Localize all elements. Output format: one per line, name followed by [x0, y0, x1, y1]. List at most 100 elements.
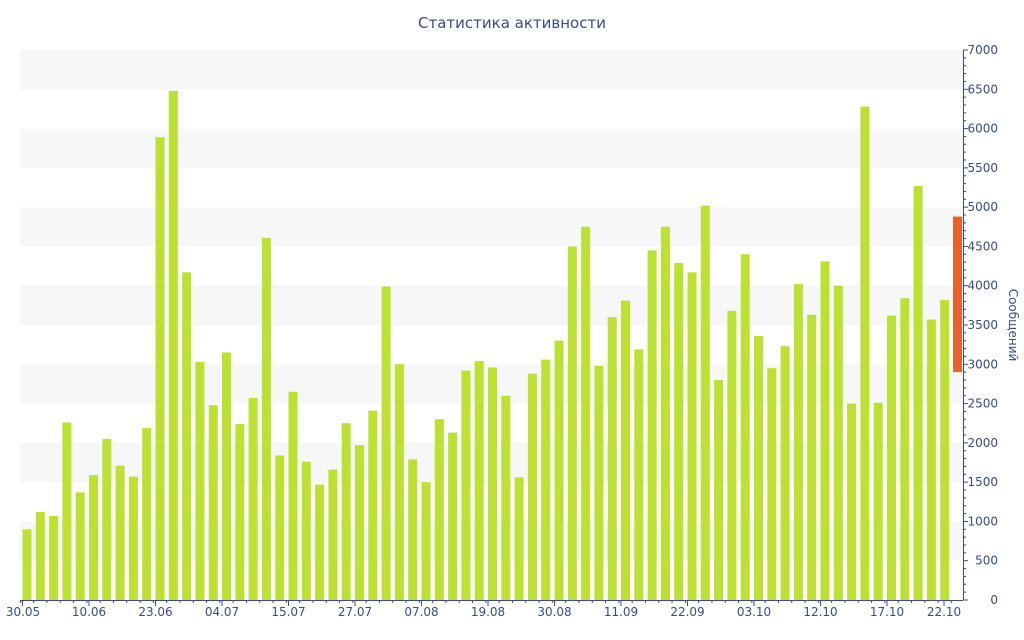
bar[interactable]	[89, 475, 98, 600]
bar[interactable]	[182, 272, 192, 600]
bar[interactable]	[740, 254, 750, 601]
x-tick-label: 23.06	[138, 605, 172, 619]
y-axis-title: Сообщений	[1006, 289, 1020, 362]
x-tick-label: 30.08	[537, 605, 571, 619]
bar[interactable]	[394, 364, 404, 600]
bar[interactable]	[434, 419, 444, 600]
bar[interactable]	[833, 285, 843, 600]
bar[interactable]	[128, 476, 138, 600]
y-tick-label: 2000	[967, 436, 998, 450]
x-tick-label: 19.08	[471, 605, 505, 619]
bar[interactable]	[607, 317, 617, 600]
x-tick-label: 30.05	[6, 605, 40, 619]
bar[interactable]	[235, 424, 245, 600]
bar[interactable]	[754, 336, 763, 600]
bar[interactable]	[275, 455, 285, 600]
bar[interactable]	[514, 477, 524, 600]
bar[interactable]	[75, 492, 85, 600]
bar[interactable]	[660, 226, 670, 601]
y-tick-label: 3500	[967, 318, 998, 332]
bar[interactable]	[820, 261, 830, 600]
bar[interactable]	[355, 445, 364, 600]
bar[interactable]	[900, 298, 910, 600]
bar[interactable]	[847, 403, 857, 600]
bar[interactable]	[261, 237, 271, 601]
bar[interactable]	[168, 90, 178, 601]
bar[interactable]	[288, 391, 298, 600]
x-tick-label: 22.10	[927, 605, 961, 619]
bar[interactable]	[381, 286, 391, 601]
bar[interactable]	[926, 319, 936, 601]
bars	[22, 90, 950, 601]
y-tick-label: 1000	[967, 514, 998, 528]
highlight-range-bar	[953, 216, 962, 373]
bar[interactable]	[22, 529, 32, 600]
bar[interactable]	[155, 137, 165, 600]
x-tick-label: 15.07	[271, 605, 305, 619]
y-tick-label: 2500	[967, 397, 998, 411]
bar[interactable]	[793, 284, 803, 600]
bar[interactable]	[767, 368, 777, 600]
bar[interactable]	[860, 106, 870, 600]
bar[interactable]	[315, 484, 325, 601]
bar[interactable]	[142, 427, 152, 600]
bar[interactable]	[567, 246, 577, 600]
bar[interactable]	[940, 299, 950, 600]
bar[interactable]	[222, 352, 231, 601]
bar[interactable]	[594, 365, 604, 600]
bar[interactable]	[714, 380, 724, 600]
x-tick-label: 04.07	[205, 605, 239, 619]
bar[interactable]	[328, 469, 338, 600]
bar[interactable]	[647, 250, 657, 601]
bar[interactable]	[873, 402, 883, 600]
bar[interactable]	[621, 300, 630, 600]
bar[interactable]	[674, 262, 684, 600]
y-tick-label: 0	[990, 593, 998, 607]
bar[interactable]	[687, 272, 697, 600]
bar[interactable]	[541, 359, 551, 600]
bar[interactable]	[913, 185, 923, 600]
bar[interactable]	[474, 361, 484, 600]
bar[interactable]	[301, 461, 311, 600]
bar[interactable]	[727, 310, 737, 600]
bar[interactable]	[581, 226, 591, 601]
bar[interactable]	[195, 361, 205, 600]
bar[interactable]	[887, 315, 896, 600]
bar[interactable]	[341, 423, 351, 600]
y-tick-label: 5500	[967, 161, 998, 175]
x-tick-label: 10.06	[72, 605, 106, 619]
bar[interactable]	[501, 395, 511, 600]
bar[interactable]	[102, 438, 112, 600]
highlight-layer	[953, 216, 962, 373]
bar[interactable]	[554, 340, 564, 600]
grid-band	[20, 50, 963, 90]
bar[interactable]	[461, 370, 471, 600]
bar[interactable]	[780, 346, 790, 600]
bar[interactable]	[807, 314, 817, 600]
bar[interactable]	[488, 367, 497, 600]
x-tick-label: 07.08	[404, 605, 438, 619]
bar[interactable]	[634, 349, 644, 600]
bar[interactable]	[35, 512, 45, 600]
y-tick-label: 4000	[967, 279, 998, 293]
bar[interactable]	[208, 405, 218, 600]
bar[interactable]	[49, 515, 59, 600]
bar[interactable]	[248, 398, 258, 600]
y-tick-label: 7000	[967, 43, 998, 57]
y-tick-label: 6500	[967, 82, 998, 96]
y-tick-label: 500	[975, 554, 998, 568]
x-tick-label: 12.10	[803, 605, 837, 619]
bar[interactable]	[700, 205, 710, 600]
bar[interactable]	[408, 459, 418, 600]
bar[interactable]	[421, 482, 431, 600]
x-axis-ticks: 30.05 10.06 23.06 04.07 15.07 27.07 07.08 19.08…	[6, 600, 961, 619]
y-tick-label: 4500	[967, 239, 998, 253]
bar[interactable]	[62, 422, 72, 600]
bar[interactable]	[368, 410, 378, 600]
x-tick-label: 27.07	[338, 605, 372, 619]
bar[interactable]	[115, 465, 125, 600]
bar[interactable]	[448, 432, 458, 600]
bar[interactable]	[527, 373, 537, 600]
y-tick-label: 6000	[967, 122, 998, 136]
